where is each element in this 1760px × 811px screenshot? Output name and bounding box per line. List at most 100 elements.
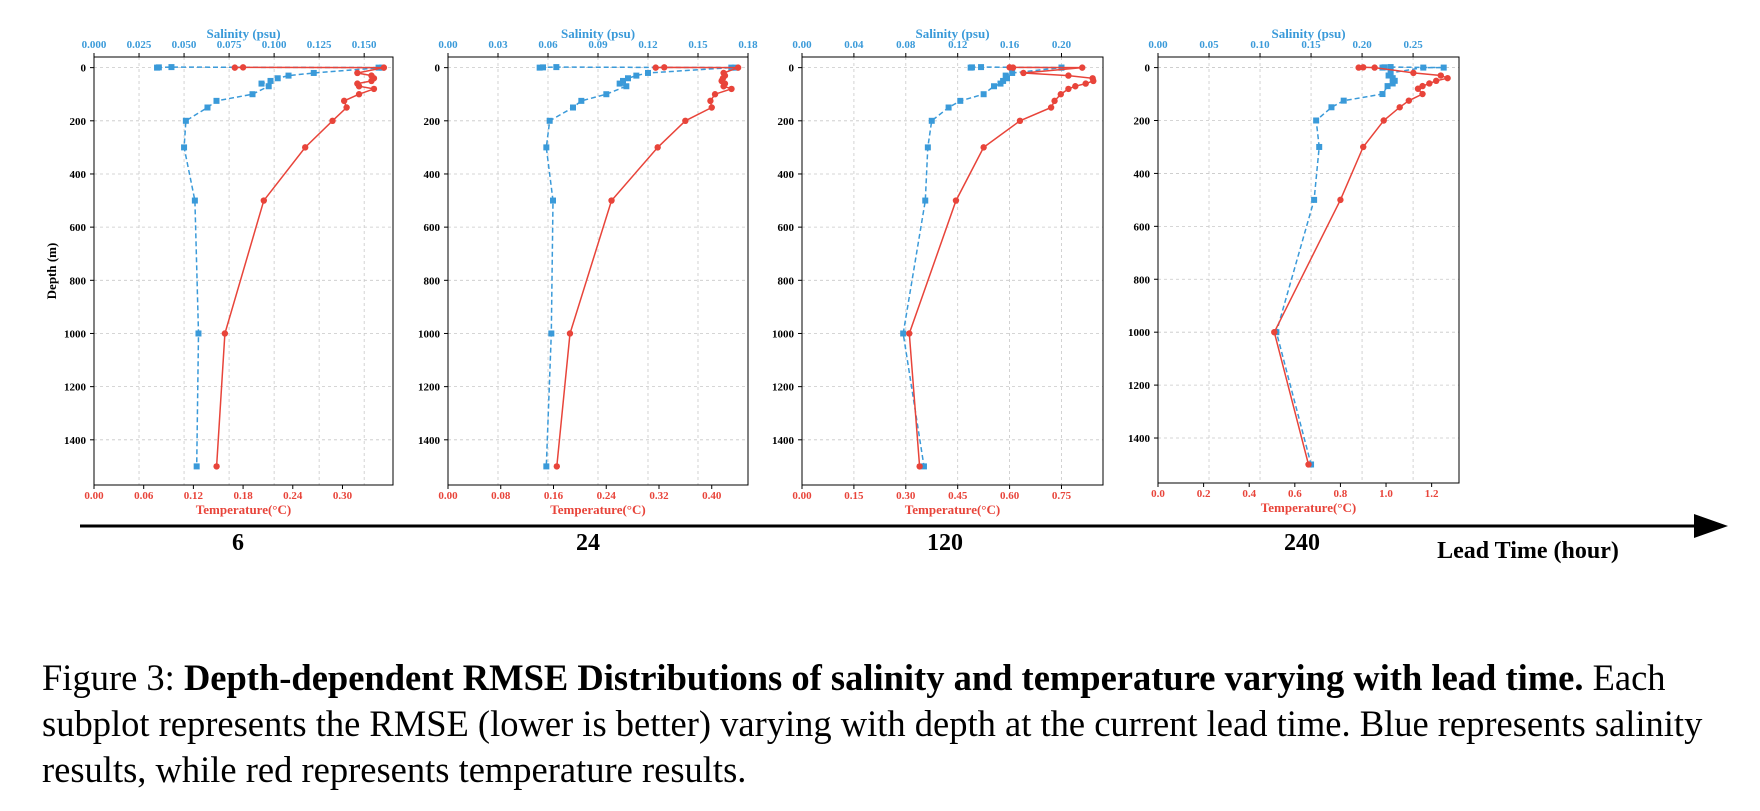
temperature-point bbox=[708, 104, 715, 111]
salinity-point bbox=[623, 83, 630, 90]
salinity-tick-label: 0.04 bbox=[844, 39, 864, 51]
subplot-2: 0 200 400 600 800 1000 1200 1400 0.00 0.03 0.06 0.0… bbox=[418, 26, 758, 517]
y-tick-label: 1000 bbox=[418, 328, 441, 340]
salinity-point bbox=[1379, 91, 1386, 98]
temperature-tick-label: 0.00 bbox=[792, 490, 812, 502]
salinity-series-line bbox=[1275, 66, 1444, 465]
y-tick-label: 200 bbox=[1134, 116, 1151, 128]
subplot-3: 0 200 400 600 800 1000 1200 1400 0.00 0.04 0.08 0.1… bbox=[772, 26, 1104, 517]
salinity-point bbox=[540, 64, 546, 71]
temperature-point bbox=[343, 104, 350, 111]
salinity-series-line bbox=[902, 66, 1062, 467]
salinity-point bbox=[616, 80, 623, 87]
salinity-point bbox=[928, 117, 935, 124]
salinity-tick-label: 0.03 bbox=[488, 39, 508, 51]
y-tick-label: 600 bbox=[424, 222, 441, 234]
y-tick-label: 1400 bbox=[772, 435, 795, 447]
salinity-axis-label: Salinity (psu) bbox=[206, 26, 280, 41]
salinity-point bbox=[900, 330, 907, 337]
temperature-point bbox=[1410, 69, 1417, 77]
salinity-axis-label: Salinity (psu) bbox=[1271, 26, 1345, 41]
temperature-tick-label: 0.45 bbox=[948, 490, 968, 502]
temperature-point bbox=[1444, 74, 1451, 82]
caption-rest: Each subplot represents the RMSE (lower … bbox=[42, 657, 1703, 790]
temperature-point bbox=[1355, 64, 1362, 71]
salinity-point bbox=[193, 463, 200, 470]
temperature-point bbox=[1371, 64, 1378, 71]
temperature-point bbox=[1432, 77, 1440, 85]
salinity-point bbox=[195, 330, 202, 337]
temperature-point bbox=[1082, 80, 1089, 87]
temperature-tick-label: 1.0 bbox=[1379, 488, 1393, 500]
salinity-point bbox=[1381, 64, 1388, 71]
temperature-point bbox=[1072, 83, 1079, 90]
salinity-point bbox=[155, 64, 162, 71]
temperature-axis-label: Temperature(°C) bbox=[196, 502, 291, 517]
salinity-tick-label: 0.150 bbox=[352, 39, 377, 51]
temperature-point bbox=[1380, 117, 1387, 124]
salinity-point bbox=[922, 197, 929, 204]
salinity-point bbox=[570, 104, 576, 111]
temperature-point bbox=[239, 64, 247, 71]
temperature-point bbox=[1020, 69, 1027, 77]
y-tick-label: 1400 bbox=[1128, 433, 1151, 445]
y-tick-label: 1000 bbox=[64, 328, 87, 340]
salinity-tick-label: 0.00 bbox=[792, 39, 812, 51]
y-tick-label: 600 bbox=[1134, 221, 1151, 233]
temperature-point bbox=[1051, 97, 1058, 105]
lead-time-label: 240 bbox=[1284, 530, 1320, 556]
salinity-point bbox=[546, 117, 553, 124]
salinity-tick-label: 0.16 bbox=[1000, 39, 1020, 51]
salinity-point bbox=[1328, 104, 1335, 111]
salinity-tick-label: 0.25 bbox=[1403, 39, 1423, 51]
temperature-point bbox=[231, 64, 239, 71]
salinity-point bbox=[1313, 117, 1320, 124]
temperature-point bbox=[1305, 461, 1312, 468]
subplot-4: 0 200 400 600 800 1000 1200 1400 0.00 0.05 0.10 0.1… bbox=[1128, 26, 1460, 515]
temperature-point bbox=[1414, 85, 1422, 92]
temperature-point bbox=[355, 91, 363, 98]
salinity-point bbox=[991, 83, 998, 90]
salinity-point bbox=[536, 64, 543, 71]
salinity-point bbox=[274, 75, 281, 82]
y-tick-label: 0 bbox=[1145, 63, 1151, 75]
temperature-tick-label: 0.15 bbox=[844, 490, 864, 502]
salinity-point bbox=[553, 64, 560, 71]
salinity-point bbox=[633, 72, 640, 79]
salinity-tick-label: 0.18 bbox=[738, 39, 758, 51]
temperature-point bbox=[1405, 97, 1413, 104]
temperature-axis-label: Temperature(°C) bbox=[905, 502, 1000, 517]
salinity-tick-label: 0.20 bbox=[1352, 39, 1372, 51]
figure-caption: Figure 3: Depth-dependent RMSE Distribut… bbox=[42, 655, 1742, 793]
temperature-point bbox=[355, 83, 363, 90]
lead-time-arrow-head bbox=[1694, 514, 1728, 538]
temperature-tick-label: 0.00 bbox=[438, 490, 458, 502]
temperature-point bbox=[1396, 104, 1403, 111]
temperature-tick-label: 0.30 bbox=[333, 490, 353, 502]
temperature-point bbox=[980, 144, 987, 151]
y-tick-label: 200 bbox=[424, 116, 441, 128]
caption-prefix: Figure 3: bbox=[42, 657, 184, 698]
temperature-tick-label: 0.18 bbox=[233, 490, 253, 502]
y-tick-label: 0 bbox=[81, 63, 87, 75]
salinity-point bbox=[603, 91, 610, 98]
salinity-point bbox=[645, 69, 651, 76]
temperature-point bbox=[734, 64, 742, 71]
temperature-point bbox=[1271, 328, 1278, 336]
salinity-point bbox=[1389, 80, 1396, 87]
salinity-point bbox=[213, 97, 220, 104]
salinity-point bbox=[548, 330, 555, 337]
salinity-point bbox=[204, 104, 211, 111]
salinity-tick-label: 0.00 bbox=[438, 39, 458, 51]
y-axis-label: Depth (m) bbox=[44, 243, 59, 300]
temperature-point bbox=[1337, 196, 1344, 204]
temperature-point bbox=[370, 85, 378, 93]
temperature-tick-label: 0.24 bbox=[597, 490, 617, 502]
salinity-tick-label: 0.00 bbox=[1148, 39, 1168, 51]
plot-frame bbox=[801, 56, 1104, 486]
temperature-axis-label: Temperature(°C) bbox=[1261, 500, 1356, 515]
salinity-tick-label: 0.15 bbox=[688, 39, 708, 51]
salinity-point bbox=[620, 77, 626, 84]
salinity-axis-label: Salinity (psu) bbox=[915, 26, 989, 41]
